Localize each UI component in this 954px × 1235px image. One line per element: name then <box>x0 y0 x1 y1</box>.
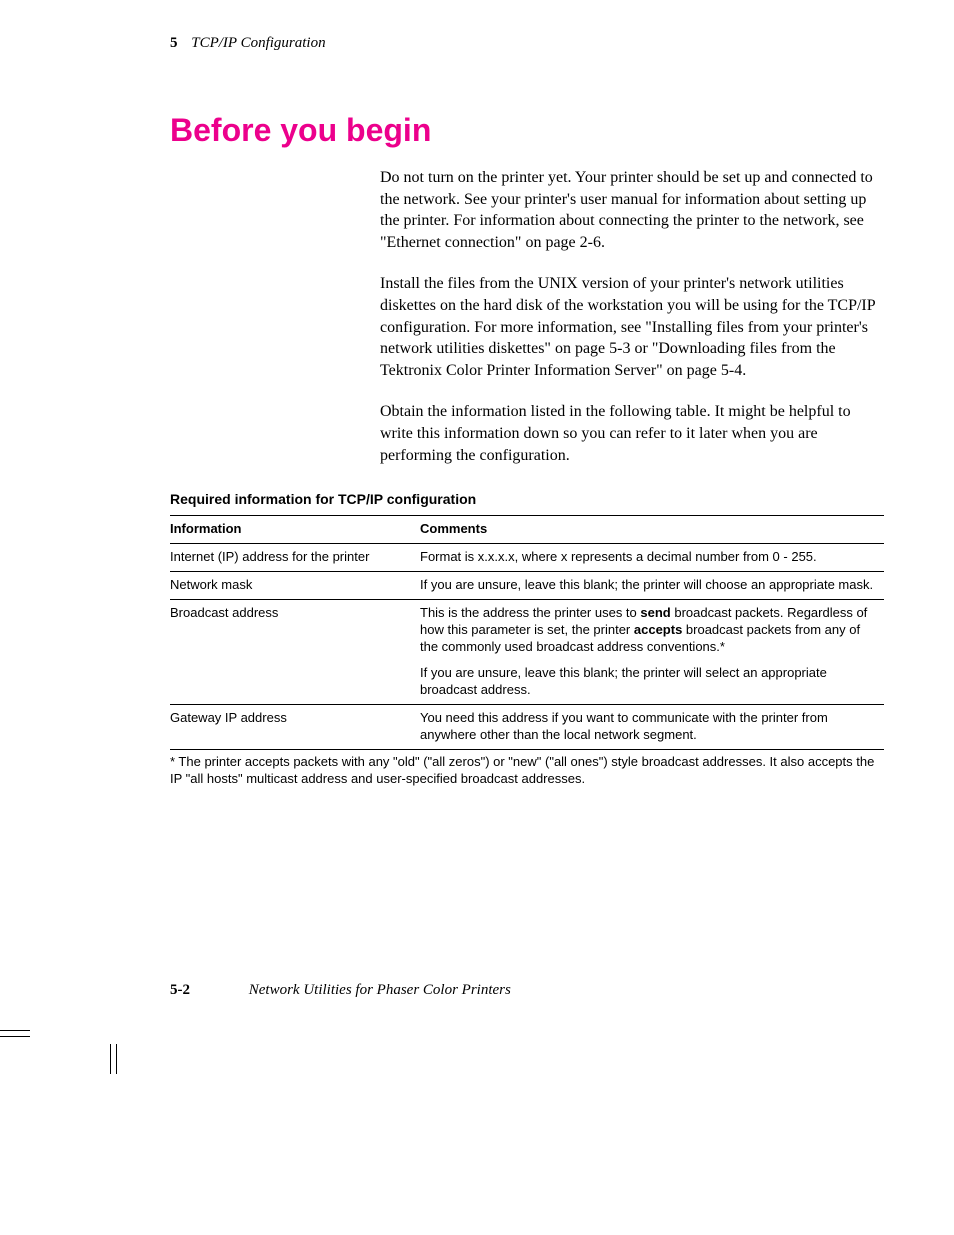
table-row: Broadcast address This is the address th… <box>170 599 884 704</box>
table-cell-comment: This is the address the printer uses to … <box>420 599 884 704</box>
chapter-number: 5 <box>170 35 178 51</box>
table-row: Network mask If you are unsure, leave th… <box>170 571 884 599</box>
body-column: Do not turn on the printer yet. Your pri… <box>380 167 884 466</box>
chapter-title: TCP/IP Configuration <box>191 35 325 51</box>
table-row: Gateway IP address You need this address… <box>170 705 884 750</box>
running-header: 5 TCP/IP Configuration <box>170 35 884 52</box>
table-header-cell: Information <box>170 516 420 544</box>
book-title: Network Utilities for Phaser Color Print… <box>249 982 511 998</box>
config-table: Information Comments Internet (IP) addre… <box>170 515 884 750</box>
table-cell-comment: If you are unsure, leave this blank; the… <box>420 571 884 599</box>
body-paragraph: Install the files from the UNIX version … <box>380 273 884 381</box>
text-run: This is the address the printer uses to <box>420 605 640 620</box>
bold-run: send <box>640 605 670 620</box>
body-paragraph: Obtain the information listed in the fol… <box>380 401 884 466</box>
table-cell-comment: You need this address if you want to com… <box>420 705 884 750</box>
table-row: Internet (IP) address for the printer Fo… <box>170 544 884 572</box>
table-cell-info: Gateway IP address <box>170 705 420 750</box>
table-cell-info: Broadcast address <box>170 599 420 704</box>
table-caption: Required information for TCP/IP configur… <box>170 491 884 507</box>
table-cell-comment: Format is x.x.x.x, where x represents a … <box>420 544 884 572</box>
table-footnote: * The printer accepts packets with any "… <box>170 754 884 788</box>
page-footer: 5-2 Network Utilities for Phaser Color P… <box>170 982 511 999</box>
table-header-row: Information Comments <box>170 516 884 544</box>
page-number: 5-2 <box>170 982 190 998</box>
bold-run: accepts <box>634 622 682 637</box>
text-run: If you are unsure, leave this blank; the… <box>420 665 876 699</box>
table-cell-info: Internet (IP) address for the printer <box>170 544 420 572</box>
section-heading: Before you begin <box>170 112 884 149</box>
table-cell-info: Network mask <box>170 571 420 599</box>
body-paragraph: Do not turn on the printer yet. Your pri… <box>380 167 884 253</box>
table-header-cell: Comments <box>420 516 884 544</box>
